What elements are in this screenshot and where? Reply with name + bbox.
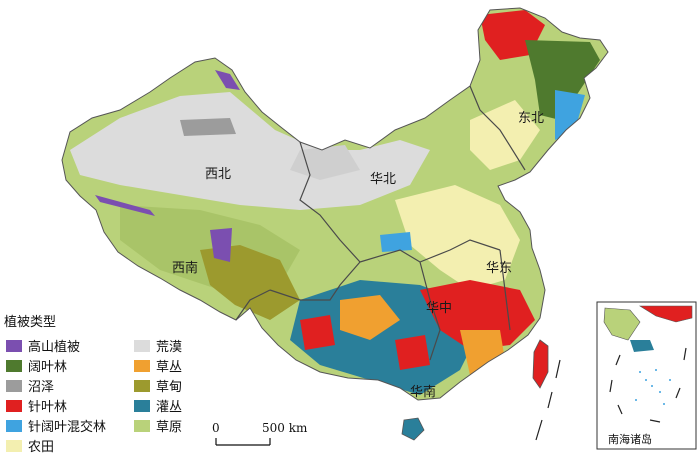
region-label-south: 华南 xyxy=(410,384,436,400)
region-label-east: 华东 xyxy=(486,261,512,276)
legend-label-desert: 荒漠 xyxy=(156,340,182,355)
country-border xyxy=(61,7,609,401)
legend-label-cropland: 农田 xyxy=(28,440,54,455)
region-label-northwest: 西北 xyxy=(205,167,231,182)
legend-swatch-mixed xyxy=(6,420,22,432)
legend-swatch-conifer xyxy=(6,400,22,412)
region-label-north: 华北 xyxy=(370,172,396,187)
legend-swatch-desert xyxy=(134,340,150,352)
legend-title: 植被类型 xyxy=(4,315,56,330)
inset-label: 南海诸岛 xyxy=(608,432,652,446)
scale-bar: 0 500 km xyxy=(212,421,308,446)
legend-swatch-marsh xyxy=(6,380,22,392)
sea-boundary-dashes xyxy=(535,359,561,441)
legend-swatch-shrub xyxy=(134,400,150,412)
legend-label-shrub: 灌丛 xyxy=(156,400,182,415)
legend-swatch-grass-tussock xyxy=(134,360,150,372)
legend-label-steppe: 草原 xyxy=(156,420,182,435)
legend-label-meadow: 草甸 xyxy=(156,380,182,395)
legend-label-alpine: 高山植被 xyxy=(28,339,80,355)
legend-swatch-steppe xyxy=(134,420,150,432)
region-label-northeast: 东北 xyxy=(518,111,544,126)
region-boundaries xyxy=(235,85,526,361)
legend-swatch-alpine xyxy=(6,340,22,352)
region-label-central: 华中 xyxy=(426,301,452,316)
legend-label-grass-tussock: 草丛 xyxy=(156,360,182,375)
taiwan-island xyxy=(532,339,549,389)
legend-label-conifer: 针叶林 xyxy=(28,400,67,415)
region-label-southwest: 西南 xyxy=(172,260,198,276)
inset-map: 南海诸岛 xyxy=(596,301,697,450)
legend-swatch-cropland xyxy=(6,440,22,452)
legend-label-broadleaf: 阔叶林 xyxy=(28,360,67,375)
legend-label-mixed: 针阔叶混交林 xyxy=(28,419,106,435)
scale-distance: 500 km xyxy=(262,421,308,435)
hainan-island xyxy=(401,417,425,441)
legend-swatch-meadow xyxy=(134,380,150,392)
scale-zero: 0 xyxy=(212,421,220,435)
legend-swatch-broadleaf xyxy=(6,360,22,372)
legend-label-marsh: 沼泽 xyxy=(28,380,54,395)
